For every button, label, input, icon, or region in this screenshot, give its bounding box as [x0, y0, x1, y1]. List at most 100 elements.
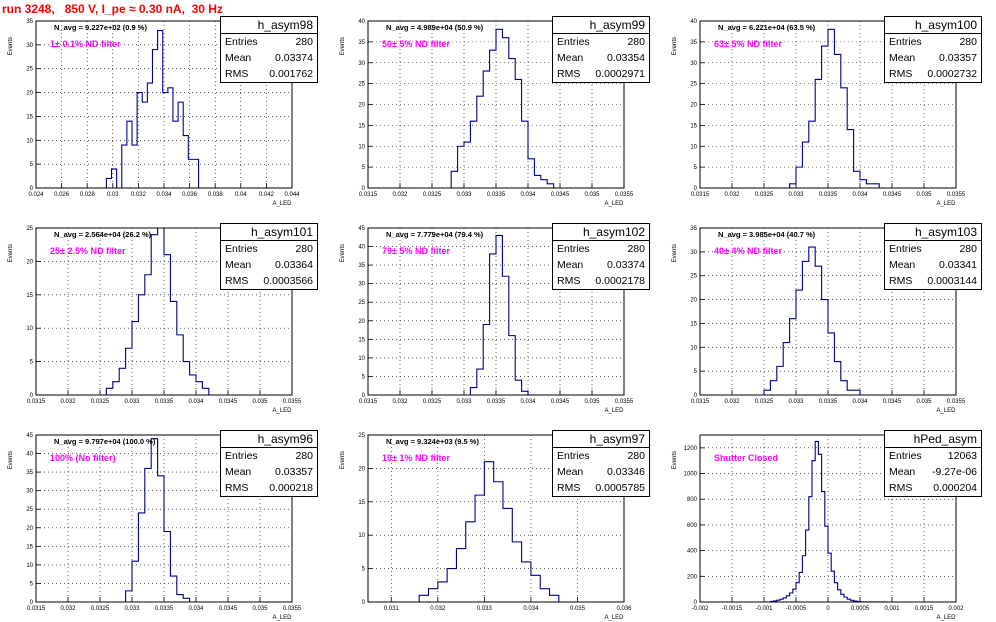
x-tick-label: 0.034: [188, 399, 204, 405]
x-tick-label: 0.033: [477, 606, 493, 612]
histogram-series: [450, 28, 555, 188]
x-tick-label: 0.0355: [283, 606, 302, 612]
histogram-panel: 0.031 0.032 0.033 0.034 0.035 0.036 0 5 10 15 20 25…: [332, 414, 664, 621]
stat-label: RMS: [557, 68, 581, 80]
stat-row-rms: RMS 0.0002732: [885, 66, 981, 82]
stat-label: Entries: [225, 36, 258, 48]
filter-label: 63± 5% ND filter: [714, 39, 782, 49]
histogram-name: h_asym97: [553, 431, 649, 448]
x-axis-title: A_LED: [272, 408, 292, 414]
histogram-name: hPed_asym: [885, 431, 981, 448]
stat-row-entries: Entries 280: [553, 241, 649, 257]
histogram-bin: [126, 348, 132, 395]
stat-label: Mean: [225, 259, 252, 271]
histogram-bin: [790, 319, 796, 395]
y-tick-label: 25: [358, 82, 365, 88]
histogram-bin: [196, 382, 202, 395]
x-tick-label: 0.0345: [219, 606, 238, 612]
histogram-bin: [841, 381, 847, 395]
stat-label: Mean: [557, 466, 584, 478]
y-tick-label: 10: [690, 144, 697, 150]
x-tick-label: 0.035: [916, 399, 932, 405]
y-tick-label: 20: [358, 103, 365, 109]
histogram-bin: [834, 362, 840, 395]
y-tick-label: 40: [690, 19, 697, 25]
y-tick-label: 15: [690, 321, 697, 327]
stat-label: Entries: [889, 243, 922, 255]
y-tick-label: 10: [26, 138, 33, 144]
y-tick-label: 30: [26, 489, 33, 495]
x-tick-label: 0.0345: [883, 399, 902, 405]
y-tick-label: 800: [687, 497, 698, 503]
stat-label: Entries: [557, 450, 590, 462]
histogram-bin: [494, 482, 503, 602]
histogram-bin: [815, 266, 821, 395]
y-tick-label: 5: [694, 165, 698, 171]
y-tick-label: 5: [30, 162, 34, 168]
histogram-bin: [152, 50, 157, 188]
x-axis-title: A_LED: [936, 615, 956, 621]
histogram-series: [469, 234, 529, 395]
x-tick-label: 0.0345: [551, 399, 570, 405]
x-tick-label: 0.034: [520, 399, 536, 405]
histogram-bin: [447, 569, 456, 602]
x-tick-label: 0.0335: [155, 399, 174, 405]
stat-label: RMS: [889, 68, 913, 80]
x-tick-label: 0.0355: [615, 399, 634, 405]
navg-label: N_avg = 7.779e+04 (79.4 %): [386, 230, 484, 239]
histogram-bin: [419, 595, 428, 602]
navg-label: N_avg = 6.221e+04 (63.5 %): [718, 23, 816, 32]
histogram-plot: 0.024 0.026 0.028 0.03 0.032 0.034 0.036 0.038 0…: [8, 19, 300, 207]
stat-label: Mean: [225, 52, 252, 64]
x-tick-label: 0.035: [252, 399, 268, 405]
histogram-bin: [429, 589, 438, 602]
stat-row-rms: RMS 0.0003566: [221, 273, 317, 289]
stat-label: Entries: [557, 36, 590, 48]
stat-value: 280: [627, 36, 645, 48]
histogram-plot: 0.0315 0.032 0.0325 0.033 0.0335 0.034 0.0345 0…: [672, 226, 966, 414]
stat-label: Mean: [557, 259, 584, 271]
histogram-series: [125, 438, 191, 602]
histogram-bin: [825, 526, 828, 602]
histogram-bin: [806, 530, 809, 602]
histogram-name: h_asym101: [221, 224, 317, 241]
y-tick-label: 40: [26, 452, 33, 458]
stat-label: Entries: [225, 243, 258, 255]
y-tick-label: 10: [358, 533, 365, 539]
x-tick-label: 0.033: [788, 399, 804, 405]
y-tick-label: 5: [30, 360, 34, 366]
x-tick-label: 0.0325: [91, 399, 110, 405]
x-tick-label: 0.033: [456, 192, 472, 198]
stat-row-entries: Entries 280: [221, 448, 317, 464]
navg-label: N_avg = 9.797e+04 (100.0 %): [54, 437, 156, 446]
x-tick-label: -0.0005: [786, 606, 807, 612]
histogram-bin: [531, 575, 540, 602]
histogram-bin: [822, 46, 828, 188]
histogram-bin: [163, 93, 168, 188]
x-tick-label: 0.034: [852, 192, 868, 198]
histogram-series: [769, 440, 887, 603]
y-tick-label: 25: [26, 226, 33, 232]
y-tick-label: 15: [358, 123, 365, 129]
y-tick-label: 15: [26, 544, 33, 550]
histogram-bin: [126, 591, 132, 602]
plot-frame: [35, 20, 293, 189]
stat-row-rms: RMS 0.0002178: [553, 273, 649, 289]
stat-row-rms: RMS 0.0005785: [553, 480, 649, 496]
x-tick-label: 0.032: [430, 606, 446, 612]
stat-value: 0.0005785: [595, 482, 645, 494]
filter-label: Shutter Closed: [714, 453, 778, 463]
stat-row-mean: Mean 0.03374: [221, 50, 317, 66]
x-tick-label: 0.032: [724, 192, 740, 198]
x-axis-title: A_LED: [604, 201, 624, 207]
histogram-bin: [466, 522, 475, 602]
filter-label: 40± 4% ND filter: [714, 246, 782, 256]
x-tick-label: 0.031: [384, 606, 400, 612]
x-tick-label: 0.0325: [755, 192, 774, 198]
histogram-series: [105, 227, 210, 395]
histogram-bin: [783, 598, 786, 602]
y-axis-title: Events: [340, 244, 346, 262]
histogram-bin: [540, 589, 549, 602]
histogram-bin: [828, 29, 834, 188]
y-tick-label: 5: [362, 567, 366, 573]
